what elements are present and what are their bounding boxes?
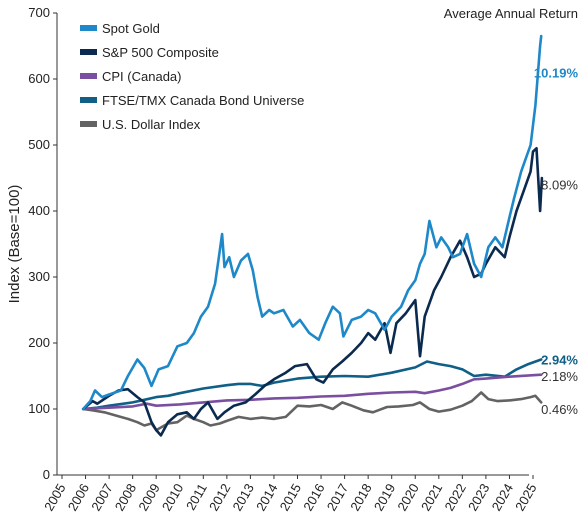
- legend-swatch: [80, 97, 97, 103]
- x-tick-label: 2023: [465, 481, 492, 514]
- x-tick-label: 2022: [441, 481, 468, 514]
- x-tick-label: 2010: [159, 481, 186, 514]
- legend-label: FTSE/TMX Canada Bond Universe: [102, 93, 304, 108]
- axes: [56, 13, 529, 476]
- x-tick-label: 2005: [41, 481, 68, 514]
- y-tick-label: 100: [28, 401, 50, 416]
- return-label: 2.94%: [541, 353, 578, 368]
- legend-label: S&P 500 Composite: [102, 45, 219, 60]
- x-tick-label: 2008: [112, 481, 139, 514]
- returns-labels: 10.19% 8.09% 2.18%2.94% 0.46%: [534, 65, 579, 417]
- legend-swatch: [80, 73, 97, 79]
- x-tick-label: 2019: [371, 481, 398, 514]
- legend-swatch: [80, 121, 97, 127]
- x-tick-label: 2018: [347, 481, 374, 514]
- y-tick-label: 700: [28, 5, 50, 20]
- x-tick-label: 2016: [300, 481, 327, 514]
- y-tick-label: 200: [28, 335, 50, 350]
- returns-title: Average Annual Return: [444, 6, 578, 21]
- series-line: [81, 358, 543, 411]
- x-tick-label: 2014: [253, 481, 280, 514]
- y-axis-title: Index (Base=100): [6, 185, 23, 304]
- x-tick-label: 2025: [512, 481, 539, 514]
- y-tick-label: 0: [43, 467, 50, 482]
- legend-swatch: [80, 25, 97, 31]
- x-tick-label: 2007: [88, 481, 115, 514]
- legend-label: Spot Gold: [102, 21, 160, 36]
- return-label: 8.09%: [541, 178, 578, 193]
- x-tick-label: 2009: [135, 481, 162, 514]
- return-label: 2.18%: [541, 369, 578, 384]
- y-tick-label: 300: [28, 269, 50, 284]
- series-line: [81, 34, 543, 411]
- return-label: 10.19%: [534, 65, 579, 80]
- series-lines: [81, 34, 544, 437]
- legend: Spot Gold S&P 500 Composite CPI (Canada) FT…: [80, 21, 304, 132]
- x-tick-label: 2011: [183, 481, 210, 513]
- y-tick-label: 400: [28, 203, 50, 218]
- return-label: 0.46%: [541, 402, 578, 417]
- legend-label: U.S. Dollar Index: [102, 117, 201, 132]
- x-tick-label: 2006: [65, 481, 92, 514]
- x-axis-ticks: 2005200620072008200920102011201220132014…: [41, 475, 540, 514]
- series-line: [81, 373, 543, 411]
- y-tick-label: 500: [28, 137, 50, 152]
- y-tick-label: 600: [28, 71, 50, 86]
- x-tick-label: 2017: [324, 481, 351, 514]
- series-line: [81, 147, 544, 437]
- x-tick-label: 2024: [489, 481, 516, 514]
- x-tick-label: 2013: [230, 481, 257, 514]
- legend-label: CPI (Canada): [102, 69, 181, 84]
- x-tick-label: 2020: [394, 481, 421, 514]
- y-axis-ticks: 0 100 200 300 400 500 600 700: [28, 5, 57, 482]
- x-tick-label: 2021: [418, 481, 445, 514]
- x-tick-label: 2012: [206, 481, 233, 514]
- x-tick-label: 2015: [277, 481, 304, 514]
- legend-swatch: [80, 49, 97, 55]
